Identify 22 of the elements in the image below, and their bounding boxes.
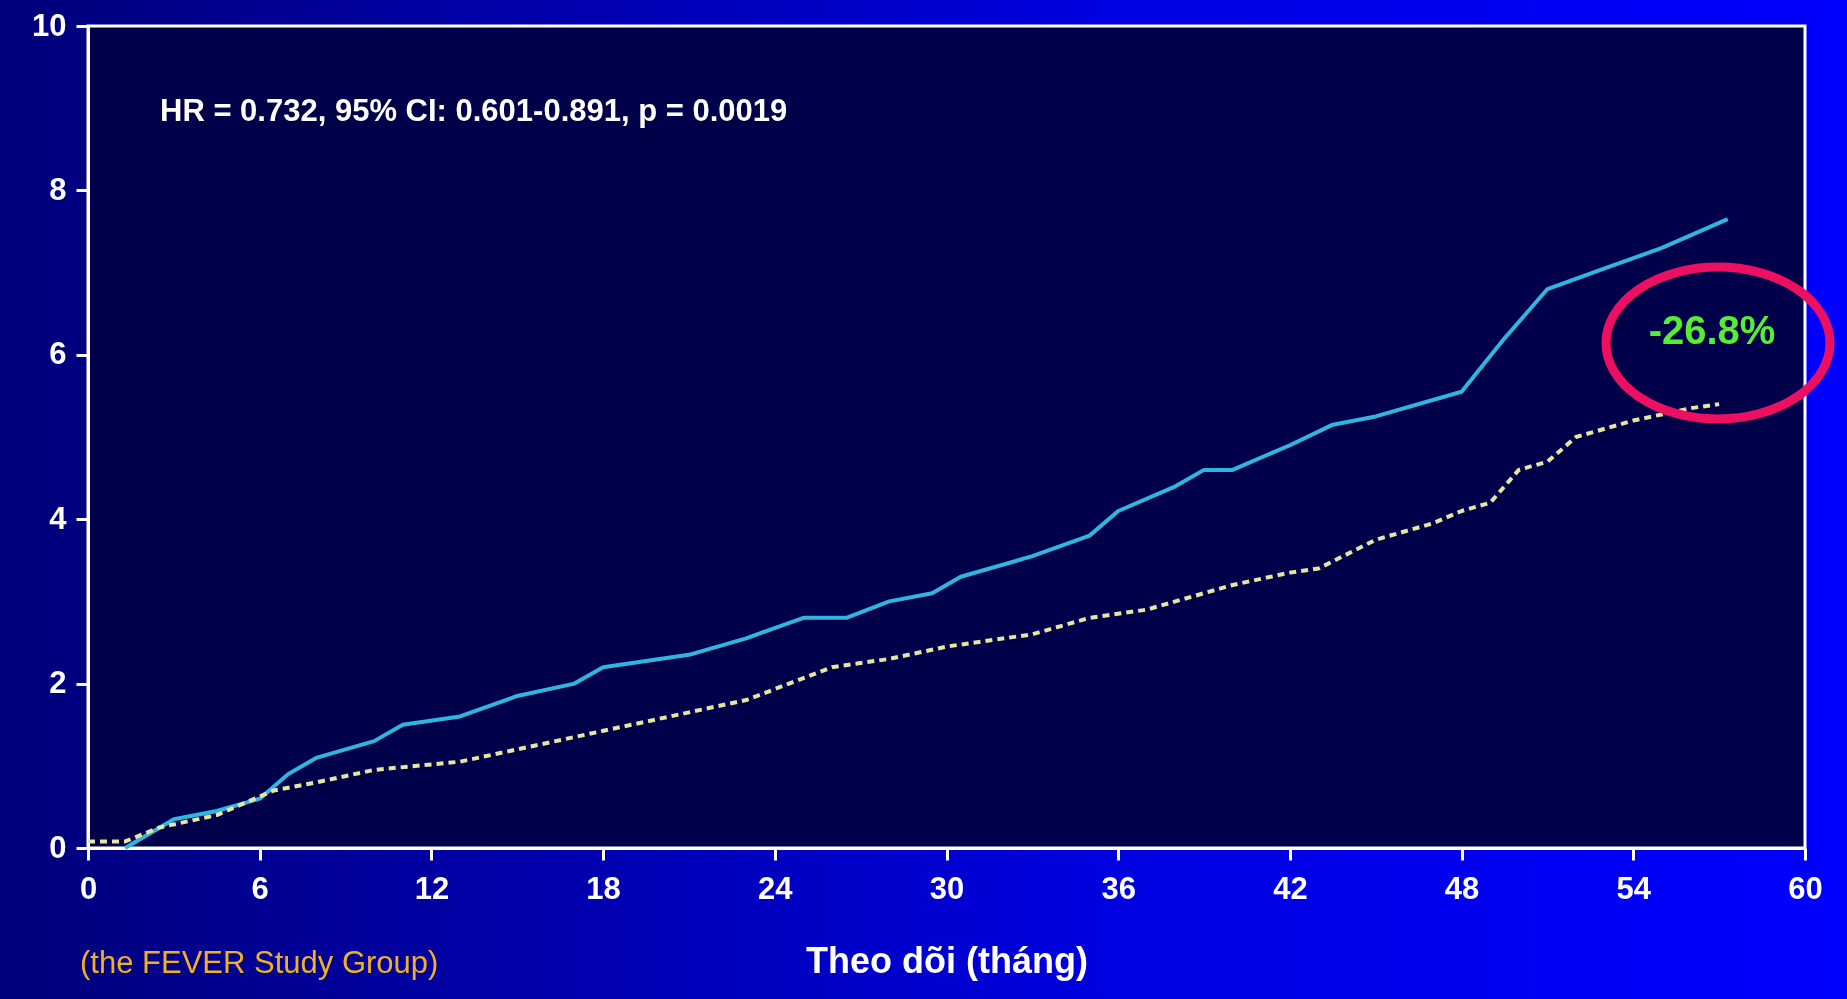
y-tick-label: 0 [49, 829, 67, 865]
annotation: -26.8% [1648, 308, 1776, 352]
annotation: HR = 0.732, 95% CI: 0.601-0.891, p = 0.0019 [160, 93, 788, 128]
text: (the FEVER Study Group) [80, 945, 439, 980]
y-tick-label: 8 [49, 171, 67, 207]
y-tick-label: 6 [49, 336, 67, 372]
x-tick-label: 48 [1444, 870, 1480, 906]
x-tick-label: 12 [414, 870, 450, 906]
x-tick-label: 0 [79, 870, 98, 906]
x-axis-title: Theo dõi (tháng) [806, 939, 1088, 981]
y-tick-label: 4 [49, 500, 68, 536]
y-tick-label: 2 [49, 665, 67, 701]
x-tick-label: 6 [251, 870, 269, 906]
y-tick-label: 10 [32, 7, 67, 43]
line-series [86, 402, 1722, 844]
x-tick-label: 60 [1788, 870, 1823, 906]
x-tick-label: 42 [1273, 870, 1308, 906]
x-tick-label: 18 [586, 870, 621, 906]
x-tick-label: 24 [758, 870, 794, 906]
x-tick-label: 30 [929, 870, 965, 906]
x-tick-label: 36 [1101, 870, 1136, 906]
x-tick-label: 54 [1616, 870, 1652, 906]
